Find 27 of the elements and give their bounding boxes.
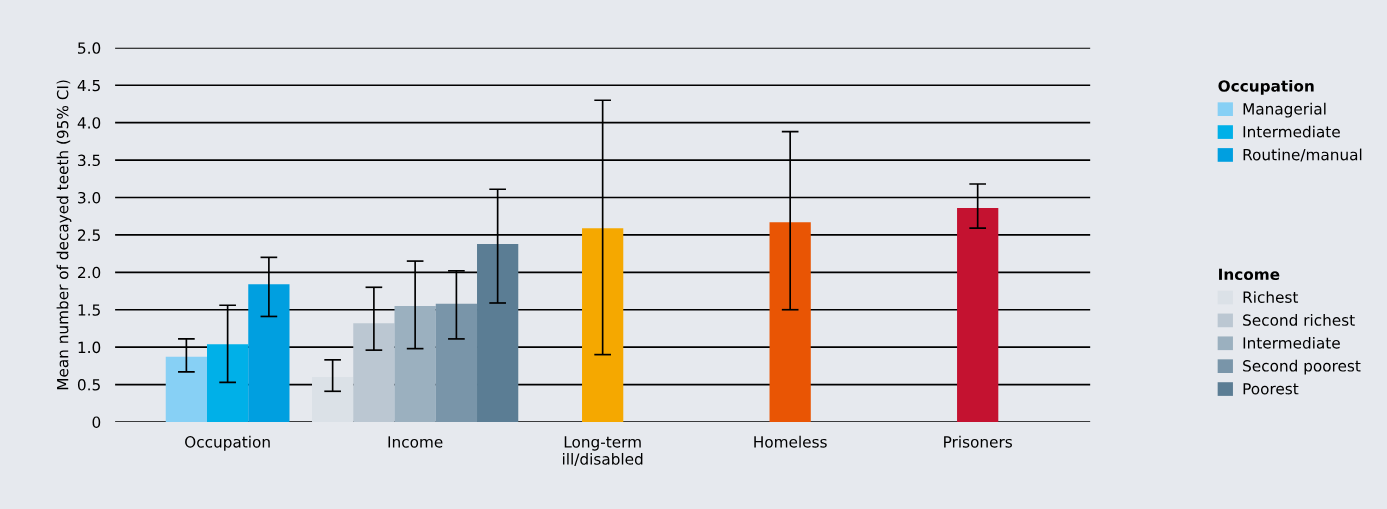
legend-label: Second richest [1243,314,1355,326]
legend-label: Richest [1243,291,1299,303]
category-label: Income [1219,268,1280,281]
y-tick-label: 4.5 [77,79,100,92]
legend-label: Managerial [1243,102,1326,118]
y-tick-label: 1.0 [78,341,101,354]
legend-label: Intermediate [1243,125,1340,138]
y-tick-label: 5.0 [78,42,101,54]
category-label: Occupation [1218,79,1314,95]
y-tick-label: 2.0 [78,266,101,279]
y-axis-title: Mean number of decayed teeth (95% CI) [56,80,72,390]
x-tick-label: Occupation [185,435,270,451]
y-tick-label: 1.5 [78,304,100,316]
legend-label: Routine/manual [1243,148,1362,162]
x-tick-label: Income [388,436,443,448]
x-tick-label: Long-term ill/disabled [563,436,643,466]
y-tick-label: 4.0 [77,117,101,129]
x-tick-label: Prisoners [944,435,1012,448]
y-tick-label: 3.0 [78,191,101,204]
y-tick-label: 2.5 [78,229,100,241]
x-tick-label: Homeless [754,435,827,448]
y-tick-label: 0 [92,416,101,428]
legend-label: Poorest [1243,383,1299,395]
legend-label: Second poorest [1243,359,1361,375]
y-tick-label: 0.5 [77,379,100,391]
legend-label: Intermediate [1243,336,1340,349]
y-tick-label: 3.5 [78,154,100,167]
